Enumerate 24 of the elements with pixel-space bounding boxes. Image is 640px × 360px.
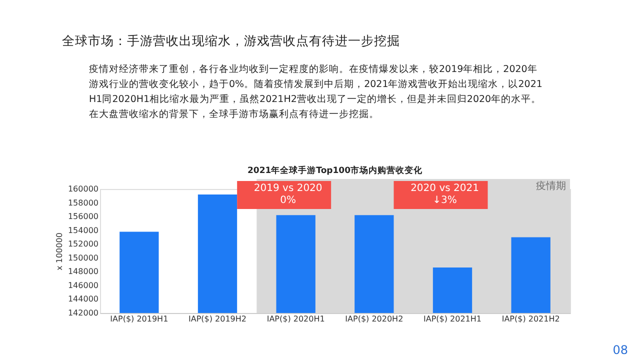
y-tick-label: 146000	[68, 280, 98, 290]
y-tick-label: 142000	[68, 308, 98, 318]
text: 疫情对经济带来了重创，各行各业均收到一定程度的影响。在疫情爆发以来，较2019年相比，2020年游戏行业的营收变化较小，趋于0%。随着疫情发展到中后期，2021年游戏营收开始出现缩水，以2021H1同2020H1相比缩水最为严重，虽然2021H2营收出现了一定的增长，但是并未回归2020年的水平。在大盘营收缩水的背景下，全球手游市场赢利点有待进一步挖掘。	[89, 63, 542, 120]
y-tick-label: 144000	[68, 294, 98, 304]
x-tick-label: IAP($) 2019H2	[188, 314, 246, 324]
y-tick-label: 152000	[68, 240, 98, 249]
y-tick-label: 154000	[68, 226, 98, 235]
band-label: 疫情期	[536, 180, 566, 192]
y-tick-label: 148000	[68, 267, 98, 276]
text: 08	[612, 343, 628, 357]
y-tick-label: 156000	[68, 212, 98, 222]
x-tick-label: IAP($) 2021H1	[424, 314, 482, 324]
y-tick-label: 160000	[68, 184, 98, 194]
y-tick-label: 158000	[68, 198, 98, 208]
x-tick-label: IAP($) 2020H2	[345, 314, 404, 324]
y-axis-title: x 100000	[54, 232, 64, 270]
chart-subtitle: 2021年全球手游Top100市场内购营收变化	[248, 165, 424, 176]
annotation: 2019 vs 2020 0%	[254, 183, 322, 206]
x-tick-label: IAP($) 2021H2	[502, 314, 560, 324]
y-tick-label: 150000	[68, 253, 98, 262]
annotation: 2020 vs 2021 ↓3%	[410, 183, 479, 206]
x-tick-label: IAP($) 2019H1	[110, 314, 168, 324]
chart-title: 全球市场：手游营收出现缩水，游戏营收点有待进一步挖掘	[62, 33, 400, 48]
x-tick-label: IAP($) 2020H1	[266, 314, 325, 324]
